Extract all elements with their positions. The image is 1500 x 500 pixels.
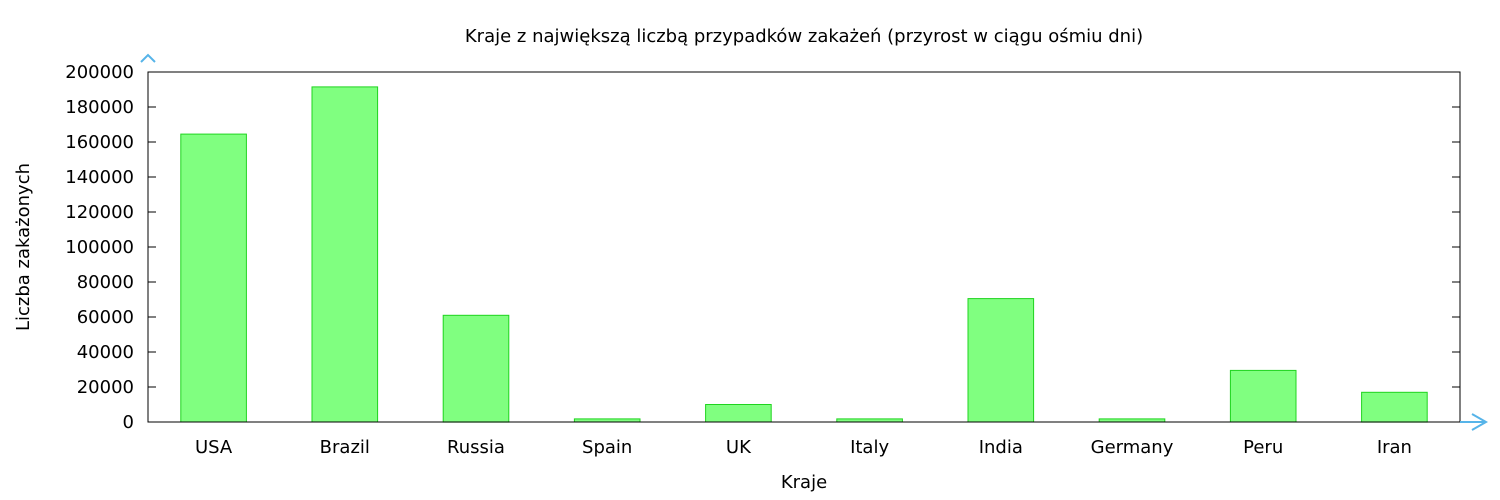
y-axis-label: Liczba zakażonych <box>13 163 34 331</box>
ticks-group: 0 20000 40000 60000 80000 100000 120000 140000 1… <box>65 62 1460 458</box>
bar-iran <box>1361 391 1428 423</box>
plot-frame <box>147 71 1461 423</box>
bar-brazil <box>311 86 379 423</box>
bar-peru <box>1229 369 1297 423</box>
bar-india <box>967 298 1035 423</box>
x-tick-label: USA <box>195 437 233 458</box>
y-tick-label: 40000 <box>77 342 134 363</box>
x-tick-label: Germany <box>1091 437 1174 458</box>
x-tick-label: Iran <box>1377 437 1412 458</box>
y-tick-label: 80000 <box>77 272 134 293</box>
x-axis-label: Kraje <box>781 472 827 493</box>
x-axis-arrow-icon <box>1471 413 1489 431</box>
x-tick-label: Spain <box>582 437 632 458</box>
x-tick-label: Peru <box>1243 437 1283 458</box>
y-tick-label: 140000 <box>65 167 134 188</box>
y-tick-label: 160000 <box>65 132 134 153</box>
y-tick-label: 200000 <box>65 62 134 83</box>
x-tick-label: Brazil <box>320 437 370 458</box>
x-tick-label: Italy <box>850 437 889 458</box>
x-tick-label: India <box>979 437 1023 458</box>
y-tick-label: 120000 <box>65 202 134 223</box>
axis-arrows <box>140 53 1489 431</box>
y-tick-label: 20000 <box>77 377 134 398</box>
bar-russia <box>442 314 510 423</box>
y-tick-label: 0 <box>123 412 134 433</box>
bar-usa <box>180 133 247 423</box>
x-tick-label: Russia <box>447 437 505 458</box>
y-tick-label: 180000 <box>65 97 134 118</box>
x-tick-label: UK <box>726 437 752 458</box>
y-axis-arrow-icon <box>140 53 156 63</box>
y-tick-label: 60000 <box>77 307 134 328</box>
bar-uk <box>705 404 772 423</box>
chart-title: Kraje z największą liczbą przypadków zak… <box>465 26 1143 47</box>
y-tick-label: 100000 <box>65 237 134 258</box>
bars-group <box>180 86 1428 423</box>
